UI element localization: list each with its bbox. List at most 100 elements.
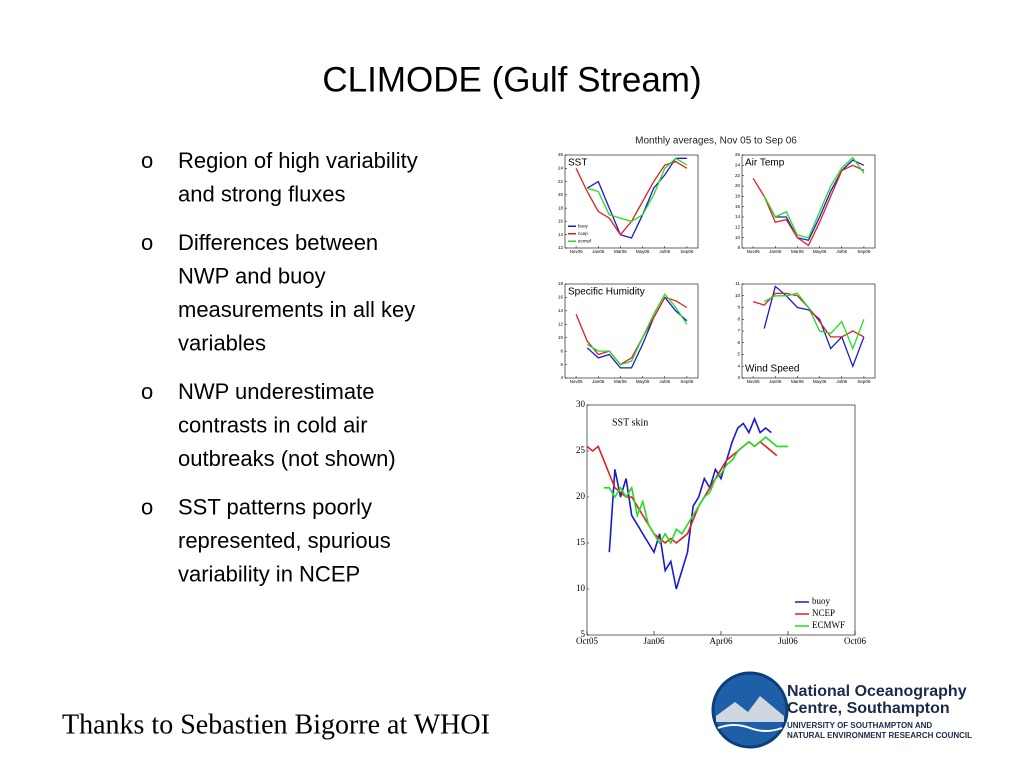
- y-tick-label: 14: [558, 308, 564, 313]
- x-tick-label: Nov05: [570, 379, 584, 384]
- x-tick-label: Jan06: [592, 249, 605, 254]
- panel-title: Air Temp: [745, 158, 785, 169]
- chart: Nov05 Jan06 Mar06 May06 Jul06 Sep06 4 6 8 10 12 14 1…: [558, 281, 699, 384]
- series-line: [752, 164, 865, 247]
- y-tick-label: 20: [576, 491, 586, 501]
- chart: Nov05 Jan06 Mar06 May06 Jul06 Sep06 8 10 12 14 16 1…: [735, 152, 876, 254]
- x-tick-label: Jul06: [659, 249, 670, 254]
- x-tick-label: Jan06: [592, 379, 605, 384]
- y-tick-label: 22: [735, 173, 741, 178]
- chart: Nov05 Jan06 Mar06 May06 Jul06 Sep06 3 4 5 6 7 8 9 10 1…: [735, 281, 876, 384]
- series-line: [586, 440, 778, 545]
- y-tick-label: 16: [558, 295, 564, 300]
- chart: Oct05 Jan06 Apr06 Jul06 Oct06 5 10 15 20 25 30 SST …: [576, 399, 866, 646]
- x-tick-label: Jul06: [836, 379, 847, 384]
- series-line: [575, 160, 688, 236]
- x-tick-label: Jan06: [769, 249, 782, 254]
- bullet-text: represented, spurious: [178, 528, 391, 553]
- y-tick-label: 24: [735, 163, 741, 168]
- legend-label: ecmwf: [578, 238, 592, 243]
- series-line: [763, 156, 865, 239]
- legend-label: buoy: [578, 223, 589, 228]
- plot-frame: [586, 404, 856, 636]
- chart: Nov05 Jan06 Mar06 May06 Jul06 Sep06 12 14 16 18 20…: [558, 152, 699, 254]
- x-tick-label: Nov05: [747, 379, 761, 384]
- y-tick-label: 18: [558, 281, 564, 286]
- y-tick-label: 3: [737, 375, 740, 380]
- panel-title: SST: [568, 158, 587, 169]
- logo-text: National Oceanography: [787, 683, 967, 700]
- bullet-text: outbreaks (not shown): [178, 446, 396, 471]
- logo-text: Centre, Southampton: [787, 700, 950, 717]
- panel-title: SST skin: [612, 417, 648, 428]
- y-tick-label: 16: [735, 204, 741, 209]
- bullet-marker: o: [141, 148, 153, 173]
- logo-wave: [717, 724, 783, 732]
- bullet-text: Differences between: [178, 230, 378, 255]
- series-line: [586, 296, 688, 369]
- bullet-text: NWP underestimate: [178, 379, 374, 404]
- logo-mountain: [716, 696, 784, 722]
- x-tick-label: Mar06: [791, 249, 804, 254]
- legend-label: ncep: [578, 231, 588, 236]
- y-tick-label: 5: [581, 629, 586, 639]
- y-tick-label: 18: [558, 205, 564, 210]
- series-line: [575, 296, 688, 366]
- bullet-text: SST patterns poorly: [178, 494, 372, 519]
- plot-frame: [741, 154, 876, 249]
- y-tick-label: 10: [735, 293, 741, 298]
- series-line: [586, 157, 687, 239]
- x-tick-label: Mar06: [614, 249, 627, 254]
- y-tick-label: 8: [737, 245, 740, 250]
- logo-subtext: UNIVERSITY OF SOUTHAMPTON AND: [787, 721, 932, 730]
- y-tick-label: 25: [576, 445, 586, 455]
- y-tick-label: 26: [735, 152, 741, 157]
- logo-subtext: NATURAL ENVIRONMENT RESEARCH COUNCIL: [787, 731, 972, 740]
- y-tick-label: 10: [558, 335, 564, 340]
- y-tick-label: 8: [560, 348, 563, 353]
- x-tick-label: Mar06: [791, 379, 804, 384]
- x-tick-label: Nov05: [747, 249, 761, 254]
- y-tick-label: 6: [737, 340, 740, 345]
- bullet-text: variables: [178, 330, 266, 355]
- logo: National Oceanography Centre, Southampto…: [711, 671, 972, 749]
- credit: Thanks to Sebastien Bigorre at WHOI: [62, 709, 490, 740]
- y-tick-label: 8: [737, 316, 740, 321]
- bullet-text: contrasts in cold air: [178, 412, 368, 437]
- x-tick-label: May06: [813, 379, 827, 384]
- plot-frame: [741, 283, 876, 379]
- bullet-marker: o: [141, 379, 153, 404]
- bullet-text: Region of high variability: [178, 148, 418, 173]
- y-tick-label: 24: [558, 165, 564, 170]
- series-line: [603, 436, 788, 545]
- panel-title: Wind Speed: [745, 364, 799, 375]
- bullet-text: and strong fluxes: [178, 181, 346, 206]
- y-tick-label: 26: [558, 152, 564, 157]
- y-tick-label: 14: [735, 214, 741, 219]
- plot-frame: [564, 283, 699, 379]
- x-tick-label: Jan06: [769, 379, 782, 384]
- x-tick-label: Jul06: [836, 249, 847, 254]
- x-tick-label: Jul06: [778, 636, 798, 646]
- x-tick-label: Oct06: [844, 636, 866, 646]
- y-tick-label: 15: [576, 537, 586, 547]
- bullet-text: variability in NCEP: [178, 561, 360, 586]
- y-tick-label: 5: [737, 352, 740, 357]
- y-tick-label: 20: [558, 192, 564, 197]
- x-tick-label: May06: [636, 379, 650, 384]
- x-tick-label: Apr06: [710, 636, 733, 646]
- y-tick-label: 12: [735, 225, 741, 230]
- y-tick-label: 14: [558, 232, 564, 237]
- x-tick-label: Sep06: [857, 379, 871, 384]
- x-tick-label: Jan06: [644, 636, 665, 646]
- x-tick-label: Sep06: [680, 379, 694, 384]
- bullet-text: NWP and buoy: [178, 263, 326, 288]
- y-tick-label: 7: [737, 328, 740, 333]
- panel-title: Specific Humidity: [568, 287, 645, 298]
- y-tick-label: 12: [558, 321, 564, 326]
- series-line: [752, 292, 865, 338]
- panel-group-title: Monthly averages, Nov 05 to Sep 06: [635, 136, 797, 147]
- series-line: [763, 292, 865, 351]
- slide-title: CLIMODE (Gulf Stream): [322, 60, 701, 99]
